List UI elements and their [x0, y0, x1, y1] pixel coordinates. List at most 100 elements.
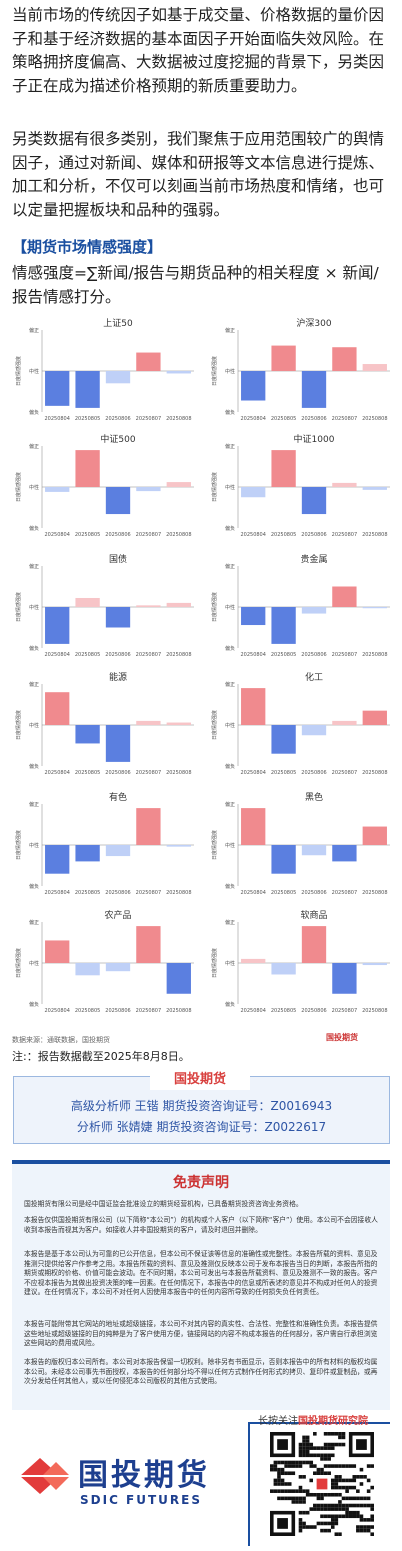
y-tick-label: 偏正	[29, 681, 39, 688]
y-tick-label: 偏负	[29, 409, 39, 416]
analyst-2: 分析师 张婧婕 期货投资咨询证号：Z0022617	[76, 1120, 327, 1134]
disclaimer-paragraph: 本报告可能附带其它网站的地址或超级链接，本公司不对其内容的真实性、合法性、完整性…	[24, 1320, 378, 1347]
x-tick-label: 20250805	[271, 1008, 296, 1014]
x-tick-label: 20250804	[240, 1008, 265, 1014]
y-tick-label: 偏正	[29, 327, 39, 334]
bar-20250806	[105, 963, 131, 972]
x-tick-label: 20250806	[105, 890, 130, 896]
x-tick-label: 20250806	[105, 652, 130, 658]
qr-code-icon[interactable]	[270, 1432, 374, 1536]
bar-20250805	[271, 725, 296, 754]
bar-20250805	[75, 963, 100, 976]
y-tick-label: 偏正	[225, 563, 235, 570]
bar-20250804	[241, 958, 266, 963]
x-tick-label: 20250804	[240, 652, 265, 658]
analyst-1: 高级分析师 王锴 期货投资咨询证号：Z0016943	[70, 1099, 333, 1113]
bar-20250808	[362, 826, 387, 845]
x-tick-label: 20250804	[44, 416, 69, 422]
bar-20250806	[105, 607, 131, 628]
bar-20250806	[301, 725, 327, 736]
x-tick-label: 20250804	[240, 770, 265, 776]
x-tick-label: 20250805	[75, 1008, 100, 1014]
chart-11: 软商品 日度情感强度 偏正 中性 偏负 20250804 20250805 20250806 2…	[208, 908, 396, 1018]
bar-20250807	[136, 487, 161, 492]
bar-20250805	[271, 345, 296, 371]
x-tick-label: 20250808	[166, 890, 191, 896]
y-tick-label: 中性	[225, 722, 235, 729]
bar-20250808	[166, 602, 191, 607]
bar-20250807	[136, 926, 161, 963]
bar-20250807	[136, 808, 161, 845]
bar-20250808	[166, 722, 191, 725]
y-tick-label: 偏负	[225, 525, 235, 532]
y-axis-label: 日度情感强度	[211, 948, 218, 978]
x-tick-label: 20250804	[240, 532, 265, 538]
bar-20250806	[301, 371, 327, 408]
y-tick-label: 偏正	[225, 919, 235, 926]
bar-20250807	[332, 720, 357, 725]
bar-20250804	[45, 692, 70, 725]
bar-20250808	[362, 710, 387, 725]
chart-3: 中证1000 日度情感强度 偏正 中性 偏负 20250804 20250805 202508…	[208, 432, 396, 542]
bar-20250807	[332, 482, 357, 487]
bar-20250805	[271, 845, 296, 874]
chart-title: 农产品	[104, 909, 131, 921]
brand-tab: 国投期货	[150, 1070, 250, 1090]
x-tick-label: 20250805	[271, 416, 296, 422]
y-tick-label: 偏负	[29, 883, 39, 890]
x-tick-label: 20250808	[166, 770, 191, 776]
data-source: 数据来源：通联数据，国投期货	[12, 1036, 110, 1044]
bar-20250807	[332, 845, 357, 862]
chart-title: 沪深300	[296, 317, 331, 329]
y-tick-label: 偏负	[29, 525, 39, 532]
x-tick-label: 20250805	[271, 770, 296, 776]
bar-20250807	[136, 352, 161, 371]
chart-title: 能源	[109, 671, 127, 683]
x-tick-label: 20250807	[136, 416, 161, 422]
x-tick-label: 20250807	[332, 890, 357, 896]
x-tick-label: 20250808	[362, 1008, 387, 1014]
bar-20250808	[362, 607, 387, 609]
x-tick-label: 20250806	[301, 652, 326, 658]
chart-8: 有色 日度情感强度 偏正 中性 偏负 20250804 20250805 20250806 20…	[12, 790, 200, 900]
bar-20250804	[45, 845, 70, 874]
chart-title: 贵金属	[300, 553, 327, 565]
disclaimer-paragraph: 本报告是基于本公司认为可靠的已公开信息，但本公司不保证该等信息的准确性或完整性。…	[24, 1250, 378, 1296]
bar-20250805	[271, 450, 296, 487]
x-tick-label: 20250804	[44, 652, 69, 658]
bar-20250808	[166, 371, 191, 374]
x-tick-label: 20250806	[105, 532, 130, 538]
x-tick-label: 20250808	[166, 652, 191, 658]
y-tick-label: 偏正	[225, 327, 235, 334]
chart-6: 能源 日度情感强度 偏正 中性 偏负 20250804 20250805 20250806 20…	[12, 670, 200, 780]
y-tick-label: 偏负	[225, 409, 235, 416]
logo-chinese: 国投期货	[78, 1458, 210, 1493]
x-tick-label: 20250807	[332, 416, 357, 422]
chart-title: 中证500	[100, 433, 135, 445]
x-tick-label: 20250807	[332, 652, 357, 658]
y-tick-label: 偏正	[29, 563, 39, 570]
x-tick-label: 20250808	[362, 416, 387, 422]
chart-title: 软商品	[300, 909, 327, 921]
bar-20250808	[166, 482, 191, 487]
x-tick-label: 20250808	[166, 416, 191, 422]
x-tick-label: 20250806	[105, 770, 130, 776]
disclaimer-box: 免责声明 国投期货有限公司是经中国证监会批准设立的期货经营机构，已具备期货投资咨…	[12, 1160, 390, 1410]
x-tick-label: 20250806	[105, 416, 130, 422]
chart-title: 化工	[305, 671, 323, 683]
logo-english: SDIC FUTURES	[80, 1493, 203, 1507]
chart-0: 上证50 日度情感强度 偏正 中性 偏负 20250804 20250805 20250806…	[12, 316, 200, 426]
x-tick-label: 20250805	[271, 532, 296, 538]
bar-20250806	[105, 371, 131, 384]
disclaimer-title: 免责声明	[173, 1175, 229, 1191]
y-axis-label: 日度情感强度	[15, 710, 22, 740]
y-tick-label: 中性	[225, 604, 235, 611]
x-tick-label: 20250806	[301, 532, 326, 538]
chart-4: 国债 日度情感强度 偏正 中性 偏负 20250804 20250805 20250806 20…	[12, 552, 200, 662]
